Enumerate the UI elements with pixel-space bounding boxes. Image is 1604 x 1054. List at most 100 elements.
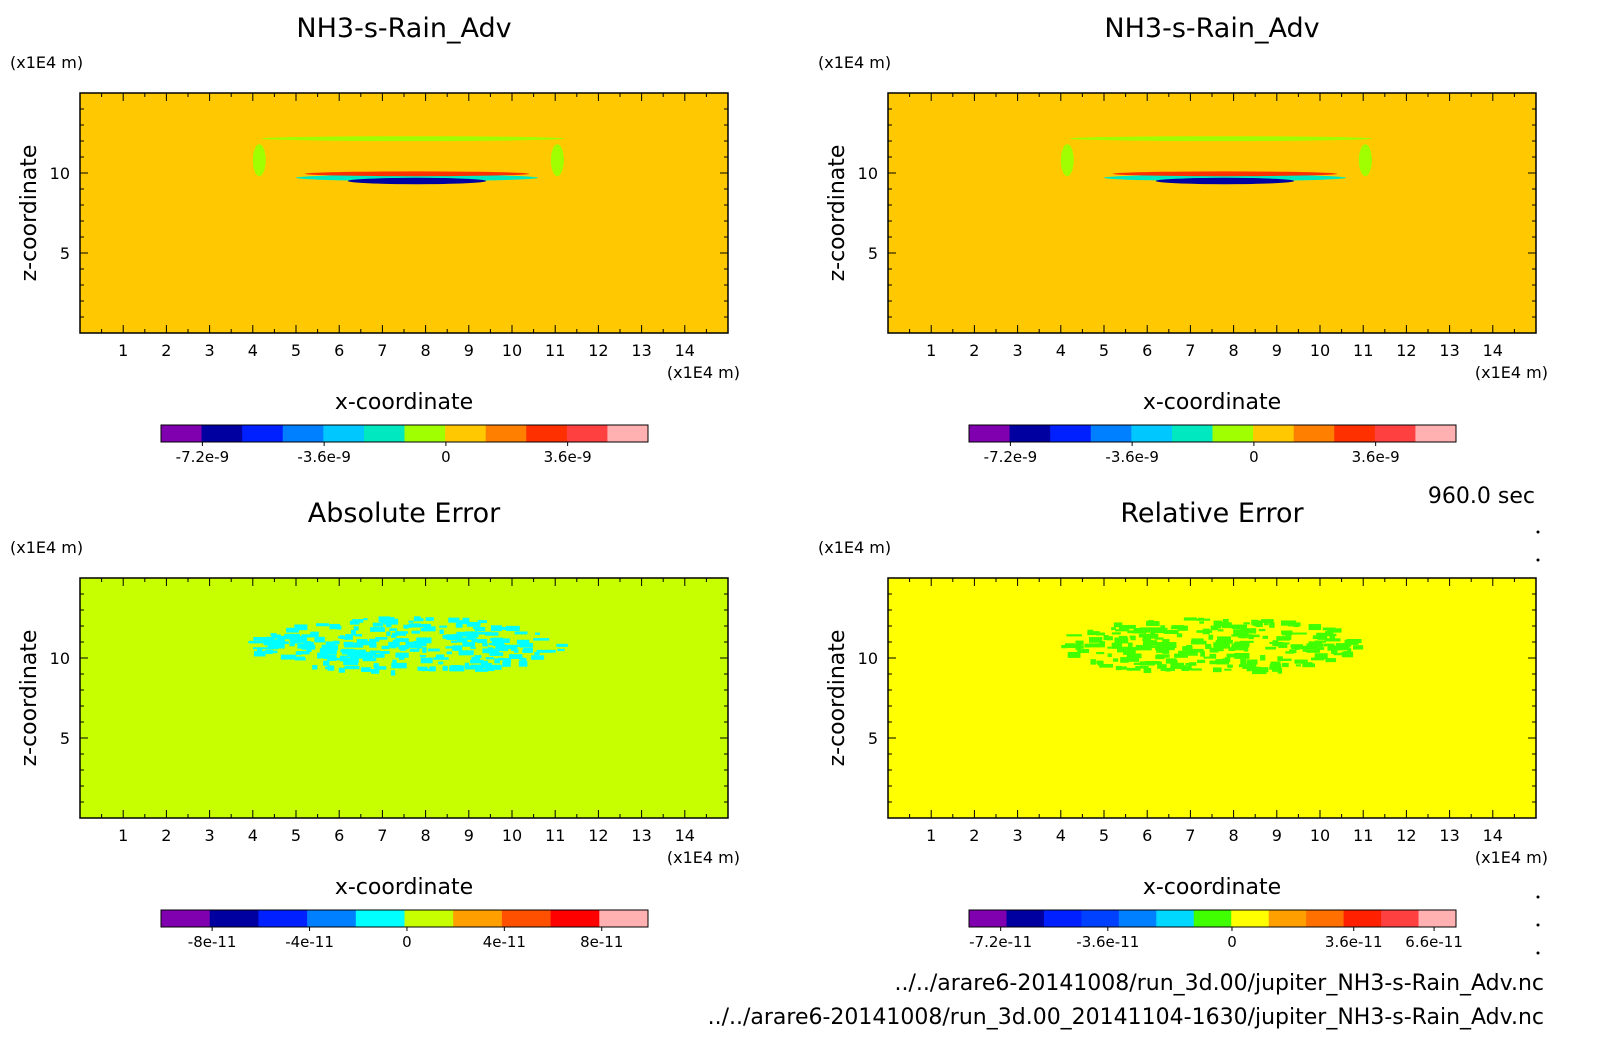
field-speckle — [1096, 660, 1103, 664]
colorbar-swatch — [1306, 910, 1345, 927]
field-speckle — [375, 636, 388, 640]
x-axis-label: x-coordinate — [335, 390, 473, 415]
field-speckle — [1096, 651, 1105, 655]
x-tick-label: 2 — [161, 341, 171, 360]
x-tick-label: 8 — [1229, 826, 1239, 845]
field-speckle — [267, 644, 279, 650]
x-tick-label: 2 — [969, 341, 979, 360]
x-tick-label: 14 — [1483, 826, 1503, 845]
colorbar-tick-label: 0 — [441, 448, 451, 466]
field-speckle — [419, 655, 426, 658]
field-speckle — [508, 654, 523, 659]
field-speckle — [327, 655, 337, 661]
x-tick-label: 3 — [1013, 341, 1023, 360]
y-tick-label: 5 — [60, 729, 70, 748]
field-speckle — [1242, 663, 1257, 669]
colorbar-swatch — [1343, 910, 1382, 927]
field-speckle — [1332, 645, 1345, 650]
x-tick-label: 5 — [1099, 826, 1109, 845]
colorbar-swatch — [201, 425, 243, 442]
field-speckle — [471, 638, 478, 643]
field-speckle — [1142, 640, 1158, 645]
x-axis-label: x-coordinate — [335, 875, 473, 900]
x-tick-label: 6 — [334, 341, 344, 360]
field-speckle — [477, 638, 488, 644]
field-speckle — [317, 652, 323, 659]
field-speckle — [1346, 638, 1362, 644]
y-axis-label: z-coordinate — [17, 630, 42, 767]
field-speckle — [1264, 621, 1269, 626]
colorbar-tick-label: 8e-11 — [580, 933, 623, 951]
field-speckle — [1216, 625, 1222, 629]
x-tick-label: 4 — [248, 826, 258, 845]
x-tick-label: 13 — [631, 826, 651, 845]
field-speckle — [1136, 644, 1152, 651]
field-speckle — [1285, 651, 1295, 654]
field-speckle — [1258, 628, 1266, 632]
field-speckle — [1290, 644, 1304, 648]
field-speckle — [381, 645, 390, 650]
y-axis-label: z-coordinate — [825, 630, 850, 767]
field-speckle — [462, 641, 475, 647]
field-speckle — [1231, 624, 1247, 630]
colorbar-swatch — [453, 910, 503, 927]
x-tick-label: 12 — [1396, 826, 1416, 845]
field-speckle — [395, 631, 409, 634]
time-label: 960.0 sec — [1428, 484, 1535, 509]
field-speckle — [1145, 621, 1160, 626]
field-speckle — [349, 620, 360, 625]
colorbar-swatch — [445, 425, 487, 442]
x-tick-label: 1 — [926, 826, 936, 845]
x-tick-label: 14 — [1483, 341, 1503, 360]
field-speckle — [1183, 617, 1197, 621]
field-speckle — [1180, 665, 1192, 671]
field-speckle — [471, 656, 480, 662]
field-features — [1061, 617, 1364, 675]
field-speckle — [1196, 618, 1211, 621]
field-speckle — [417, 666, 428, 671]
field-speckle — [1129, 635, 1136, 638]
y-unit-label: (x1E4 m) — [818, 538, 891, 557]
field-speckle — [1135, 645, 1141, 649]
field-speckle — [1096, 632, 1106, 636]
colorbar-tick-label: -3.6e-11 — [1076, 933, 1139, 951]
colorbar-frame — [968, 424, 1457, 443]
field-speckle — [344, 665, 360, 670]
panel-title: Absolute Error — [308, 498, 501, 529]
field-speckle — [344, 644, 359, 648]
field-speckle — [257, 638, 270, 641]
field-speckle — [1126, 653, 1142, 659]
field-band — [347, 177, 487, 185]
field-speckle — [1172, 660, 1178, 664]
colorbar-swatch — [161, 425, 203, 442]
x-tick-label: 10 — [1310, 826, 1330, 845]
field-speckle — [325, 666, 332, 670]
field-speckle — [316, 623, 330, 627]
field-speckle — [1348, 642, 1359, 645]
field-speckle — [345, 634, 353, 640]
field-speckle — [1314, 640, 1326, 643]
field-speckle — [1269, 641, 1284, 645]
field-speckle — [516, 639, 530, 645]
field-speckle — [413, 625, 430, 628]
field-speckle — [1282, 662, 1289, 668]
field-speckle — [489, 652, 504, 656]
field-speckle — [1185, 649, 1198, 656]
x-tick-label: 10 — [502, 826, 522, 845]
field-speckle — [385, 622, 392, 628]
field-speckle — [1165, 658, 1177, 664]
field-speckle — [1325, 658, 1337, 663]
field-speckle — [1252, 620, 1263, 626]
field-speckle — [1269, 622, 1275, 628]
field-speckle — [556, 643, 568, 647]
field-speckle — [1190, 668, 1202, 671]
field-speckle — [374, 665, 380, 672]
x-unit-label: (x1E4 m) — [667, 848, 740, 867]
field-speckle — [310, 631, 319, 637]
field-speckle — [403, 624, 409, 629]
colorbar-swatch — [1118, 910, 1157, 927]
field-speckle — [329, 623, 341, 630]
field-speckle — [1312, 624, 1320, 631]
field-speckle — [1243, 622, 1250, 625]
